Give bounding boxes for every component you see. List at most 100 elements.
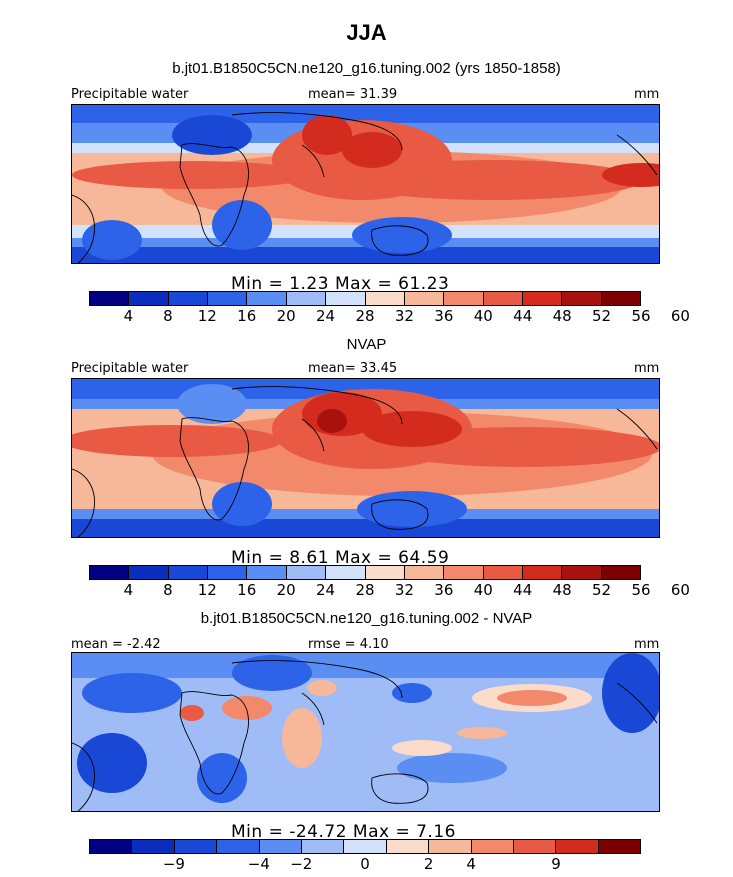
panel3-units: mm [634, 637, 660, 652]
colorbar-swatch [483, 292, 523, 305]
panel3-map [71, 652, 660, 812]
colorbar-tick-label: 52 [592, 581, 612, 599]
colorbar-tick-label: 48 [552, 581, 572, 599]
panel2-mean-label: mean= 33.45 [308, 361, 398, 376]
panel3-colorbar [89, 839, 641, 854]
colorbar-swatch [129, 566, 169, 579]
colorbar-tick-label: 0 [360, 855, 370, 873]
colorbar-swatch [90, 566, 130, 579]
colorbar-swatch [444, 292, 484, 305]
colorbar-tick-label: 24 [316, 581, 336, 599]
panel2-field [72, 379, 659, 537]
panel3-title: b.jt01.B1850C5CN.ne120_g16.tuning.002 - … [200, 610, 533, 627]
colorbar-tick-label: 44 [513, 307, 533, 325]
panel1-mean-label: mean= 31.39 [308, 87, 398, 102]
panel2-left-label: Precipitable water [71, 361, 189, 376]
colorbar-tick-label: 20 [276, 581, 296, 599]
panel1-map [71, 104, 660, 264]
colorbar-tick-label: 4 [466, 855, 476, 873]
colorbar-tick-label: 36 [434, 307, 454, 325]
colorbar-swatch [365, 292, 405, 305]
colorbar-tick-label: 16 [237, 307, 257, 325]
colorbar-swatch [326, 566, 366, 579]
colorbar-swatch [208, 566, 248, 579]
colorbar-swatch [522, 566, 563, 579]
colorbar-tick-label: 24 [316, 307, 336, 325]
colorbar-tick-label: 4 [123, 581, 134, 599]
colorbar-swatch [129, 292, 169, 305]
panel1-left-label: Precipitable water [71, 87, 189, 102]
colorbar-swatch [522, 292, 563, 305]
colorbar-swatch [132, 840, 175, 853]
colorbar-tick-label: 8 [163, 307, 173, 325]
colorbar-swatch [286, 292, 327, 305]
colorbar-swatch [168, 566, 209, 579]
colorbar-swatch [247, 292, 287, 305]
colorbar-tick-label: −4 [247, 855, 270, 873]
colorbar-tick-label: 40 [473, 307, 493, 325]
colorbar-swatch [259, 840, 302, 853]
colorbar-tick-label: 4 [123, 307, 134, 325]
colorbar-tick-label: 20 [276, 307, 296, 325]
panel3-mean-label: mean = -2.42 [71, 637, 161, 652]
colorbar-tick-label: 36 [434, 581, 454, 599]
colorbar-swatch [386, 840, 430, 853]
colorbar-tick-label: 28 [355, 581, 375, 599]
panel2-map [71, 378, 660, 538]
panel2-colorbar [89, 565, 641, 580]
panel3-rmse-label: rmse = 4.10 [308, 637, 389, 652]
colorbar-tick-label: −2 [290, 855, 313, 873]
colorbar-swatch [444, 566, 484, 579]
colorbar-swatch [598, 840, 641, 853]
colorbar-swatch [168, 292, 209, 305]
colorbar-tick-label: 32 [394, 307, 414, 325]
colorbar-swatch [601, 292, 641, 305]
colorbar-swatch [90, 292, 130, 305]
colorbar-swatch [217, 840, 260, 853]
colorbar-swatch [601, 566, 641, 579]
colorbar-tick-label: 28 [355, 307, 375, 325]
colorbar-swatch [286, 566, 327, 579]
colorbar-swatch [513, 840, 557, 853]
colorbar-swatch [562, 566, 602, 579]
colorbar-tick-label: 9 [551, 855, 561, 873]
colorbar-tick-label: 16 [237, 581, 257, 599]
colorbar-swatch [429, 840, 472, 853]
colorbar-tick-label: 32 [394, 581, 414, 599]
panel3-field [72, 653, 659, 811]
colorbar-tick-label: 48 [552, 307, 572, 325]
colorbar-tick-label: 8 [163, 581, 173, 599]
colorbar-tick-label: 60 [670, 307, 690, 325]
colorbar-swatch [90, 840, 133, 853]
panel1-colorbar [89, 291, 641, 306]
colorbar-swatch [562, 292, 602, 305]
colorbar-tick-label: 2 [423, 855, 434, 873]
colorbar-swatch [404, 292, 445, 305]
colorbar-tick-label: −9 [162, 855, 185, 873]
colorbar-tick-label: 56 [631, 581, 651, 599]
panel1-title: b.jt01.B1850C5CN.ne120_g16.tuning.002 (y… [172, 60, 561, 77]
colorbar-tick-label: 56 [631, 307, 651, 325]
colorbar-swatch [344, 840, 387, 853]
colorbar-tick-label: 12 [197, 307, 217, 325]
colorbar-swatch [365, 566, 405, 579]
colorbar-tick-label: 52 [592, 307, 612, 325]
panel2-units: mm [634, 361, 660, 376]
colorbar-tick-label: 40 [473, 581, 493, 599]
panel2-minmax: Min = 8.61 Max = 64.59 [231, 548, 450, 568]
panel1-field [72, 105, 659, 263]
colorbar-tick-label: 44 [513, 581, 533, 599]
colorbar-tick-label: 12 [197, 581, 217, 599]
figure-title: JJA [346, 20, 387, 45]
panel1-units: mm [634, 87, 660, 102]
panel3-minmax: Min = -24.72 Max = 7.16 [231, 822, 456, 842]
colorbar-swatch [404, 566, 445, 579]
colorbar-swatch [483, 566, 523, 579]
colorbar-swatch [247, 566, 287, 579]
colorbar-swatch [556, 840, 599, 853]
panel1-minmax: Min = 1.23 Max = 61.23 [231, 274, 450, 294]
colorbar-swatch [208, 292, 248, 305]
colorbar-tick-label: 60 [670, 581, 690, 599]
colorbar-swatch [301, 840, 345, 853]
colorbar-swatch [174, 840, 218, 853]
